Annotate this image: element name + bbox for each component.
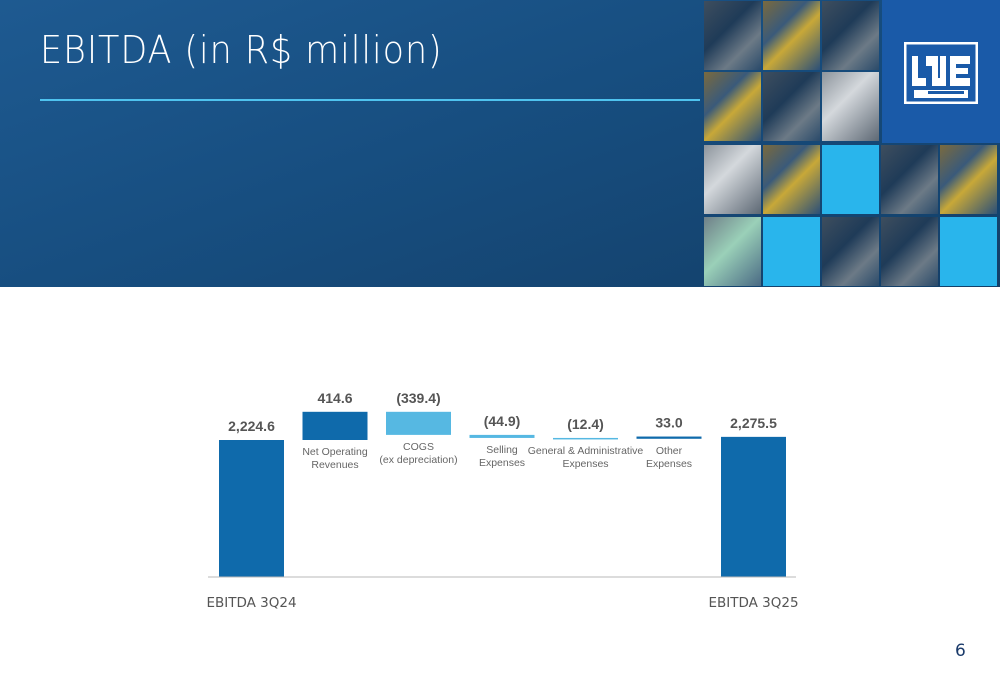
bar-2 (302, 411, 368, 440)
industrial-photo-tile (704, 1, 761, 70)
category-label-6-line-1: Other (656, 445, 683, 457)
value-label-1: 2,224.6 (228, 418, 275, 434)
category-label-3-line-2: (ex depreciation) (379, 454, 457, 466)
title-underline (40, 99, 700, 101)
value-label-5: (12.4) (567, 416, 604, 432)
color-tile (822, 145, 879, 214)
value-label-4: (44.9) (484, 413, 521, 429)
industrial-photo-tile (822, 1, 879, 70)
weg-logo-icon (904, 42, 978, 104)
category-label-6-line-2: Expenses (646, 458, 692, 470)
industrial-photo-tile (881, 217, 938, 286)
category-label-3-line-1: COGS (403, 441, 434, 453)
bar-1 (219, 440, 284, 577)
industrial-photo-tile (822, 217, 879, 286)
industrial-photo-tile (881, 145, 938, 214)
color-tile (940, 217, 997, 286)
industrial-photo-mosaic (703, 0, 1000, 287)
industrial-photo-tile (704, 145, 761, 214)
value-label-7: 2,275.5 (730, 415, 777, 431)
industrial-photo-tile (763, 1, 820, 70)
chart-value-labels: 2,224.6 414.6 (339.4) (44.9) (12.4) 33.0 2,275… (228, 390, 777, 434)
value-label-6: 33.0 (655, 415, 682, 431)
category-label-1: EBITDA 3Q24 (206, 595, 296, 611)
bar-4 (469, 434, 535, 438)
category-label-4-line-2: Expenses (479, 457, 525, 469)
category-label-5-line-2: Expenses (562, 458, 608, 470)
category-label-2-line-1: Net Operating (302, 446, 368, 458)
bar-7 (721, 436, 786, 577)
category-label-5-line-1: General & Administrative (528, 445, 644, 457)
industrial-photo-tile (704, 72, 761, 141)
value-label-3: (339.4) (396, 390, 440, 406)
page-number: 6 (955, 641, 966, 661)
industrial-photo-tile (763, 72, 820, 141)
category-label-7: EBITDA 3Q25 (708, 595, 798, 611)
category-label-4-line-1: Selling (486, 444, 518, 456)
industrial-photo-tile (704, 217, 761, 286)
industrial-photo-tile (822, 72, 879, 141)
industrial-photo-tile (940, 145, 997, 214)
value-label-2: 414.6 (317, 390, 352, 406)
bar-6 (636, 436, 702, 439)
category-label-2-line-2: Revenues (311, 459, 358, 471)
color-tile (763, 217, 820, 286)
bar-3 (386, 411, 451, 435)
slide-title: EBITDA (in R$ million) (40, 28, 443, 72)
bar-5 (553, 437, 618, 440)
ebitda-waterfall-chart: 2,224.6 414.6 (339.4) (44.9) (12.4) 33.0 2,275… (206, 390, 798, 611)
chart-bars (219, 411, 786, 577)
industrial-photo-tile (763, 145, 820, 214)
